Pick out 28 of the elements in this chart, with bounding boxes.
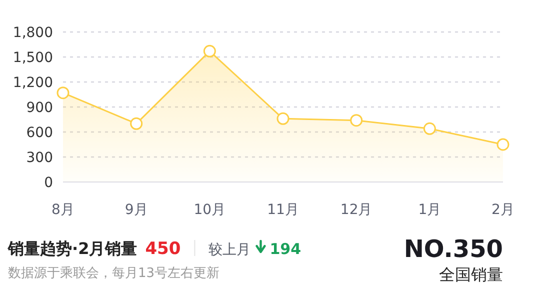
- point: [276, 112, 290, 125]
- x-tick-label: 1月: [418, 202, 442, 218]
- text: 194: [270, 240, 302, 258]
- text: NO.350: [404, 235, 503, 263]
- x-tick-label: 11月: [267, 202, 299, 218]
- point: [130, 117, 143, 130]
- y-tick-label: 900: [26, 100, 53, 116]
- text: 全国销量: [439, 265, 503, 284]
- text: 450: [145, 239, 181, 259]
- x-tick-label: 12月: [340, 202, 372, 218]
- y-tick-label: 0: [44, 175, 53, 191]
- y-tick-label: 1,200: [12, 75, 53, 91]
- x-tick-label: 8月: [52, 202, 74, 218]
- text: 较上月: [208, 242, 251, 258]
- x-tick-label: 9月: [124, 202, 148, 218]
- point: [203, 44, 216, 58]
- point: [56, 86, 70, 100]
- point: [423, 122, 436, 135]
- y-tick-label: 300: [26, 150, 53, 166]
- text: 数据源于乘联会，每月13号左右更新: [8, 266, 220, 281]
- y-tick-label: 1,800: [12, 25, 53, 41]
- point: [350, 114, 363, 127]
- x-tick-label: 2月: [492, 202, 514, 218]
- text: 销量趋势·2月销量: [7, 239, 138, 258]
- y-tick-label: 600: [26, 125, 53, 141]
- point: [496, 138, 510, 151]
- y-tick-label: 1,500: [12, 50, 53, 66]
- x-tick-label: 10月: [194, 202, 226, 218]
